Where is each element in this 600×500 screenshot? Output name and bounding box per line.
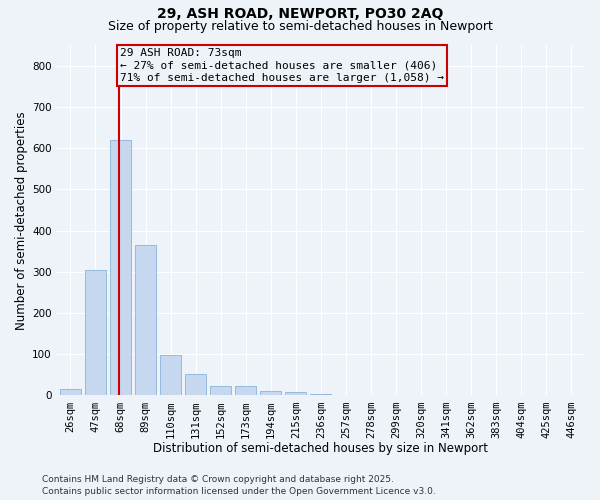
Bar (285, 392, 307, 396)
Bar (60, 390, 81, 396)
Y-axis label: Number of semi-detached properties: Number of semi-detached properties (15, 111, 28, 330)
Bar (185, 374, 206, 396)
Bar (110, 140, 131, 396)
Bar (160, 356, 181, 396)
Bar (310, 394, 331, 396)
Text: 29 ASH ROAD: 73sqm
← 27% of semi-detached houses are smaller (406)
71% of semi-d: 29 ASH ROAD: 73sqm ← 27% of semi-detache… (120, 48, 444, 82)
Text: 29, ASH ROAD, NEWPORT, PO30 2AQ: 29, ASH ROAD, NEWPORT, PO30 2AQ (157, 8, 443, 22)
Bar (235, 386, 256, 396)
Text: Contains HM Land Registry data © Crown copyright and database right 2025.
Contai: Contains HM Land Registry data © Crown c… (42, 474, 436, 496)
Text: Size of property relative to semi-detached houses in Newport: Size of property relative to semi-detach… (107, 20, 493, 33)
X-axis label: Distribution of semi-detached houses by size in Newport: Distribution of semi-detached houses by … (154, 442, 488, 455)
Bar (210, 386, 232, 396)
Bar (135, 245, 156, 396)
Bar (260, 392, 281, 396)
Bar (85, 270, 106, 396)
